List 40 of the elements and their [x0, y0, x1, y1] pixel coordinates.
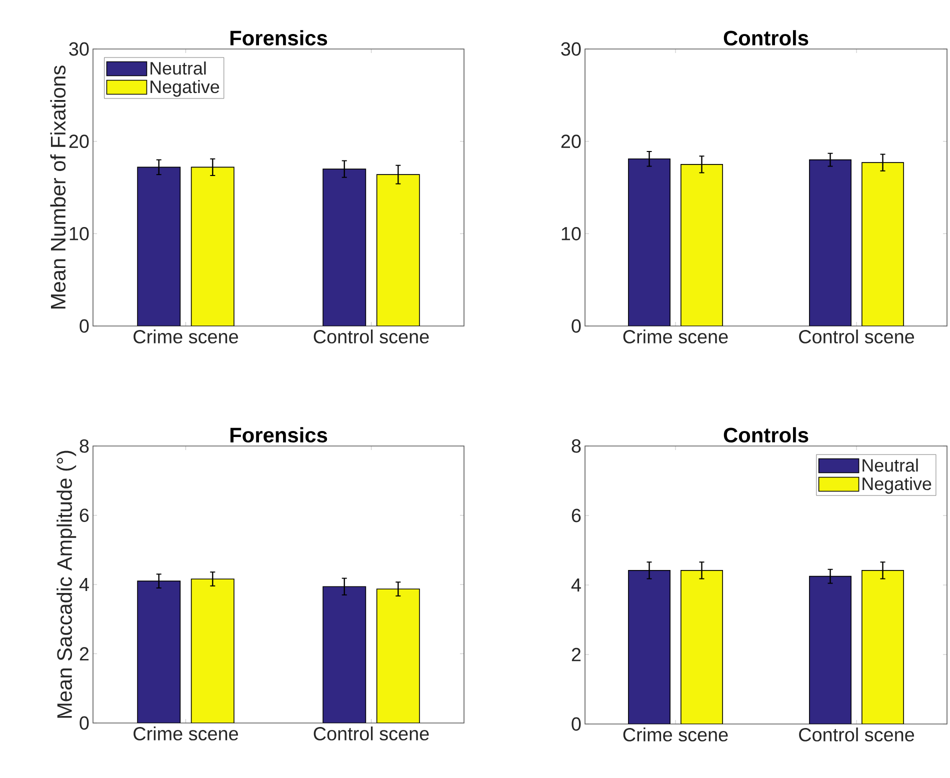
y-tick-label: 8 — [572, 439, 581, 453]
y-tick-label: 2 — [80, 647, 89, 660]
y-tick-label: 6 — [80, 508, 89, 522]
y-tick-label: 30 — [561, 42, 581, 56]
bar — [322, 586, 366, 724]
y-tick-label: 30 — [69, 42, 89, 56]
y-tick-label: 4 — [79, 578, 89, 592]
x-tick-label: Crime scene — [134, 330, 238, 344]
bar — [190, 578, 234, 724]
legend-label: Negative — [150, 80, 220, 97]
x-tick-label: Crime scene — [623, 728, 728, 742]
chart-title: Controls — [724, 427, 808, 443]
chart-title: Forensics — [230, 427, 328, 443]
chart-title: Forensics — [230, 30, 328, 46]
y-tick-label: 4 — [571, 578, 581, 592]
bar — [376, 588, 420, 724]
y-tick-label: 0 — [572, 717, 581, 731]
y-tick-label: 0 — [572, 319, 581, 333]
chart-title: Controls — [724, 30, 808, 46]
y-tick-label: 2 — [572, 648, 581, 662]
x-tick-label: Control scene — [799, 330, 914, 344]
x-tick-label: Crime scene — [623, 330, 728, 344]
legend-label: Neutral — [862, 458, 918, 472]
y-tick-label: 20 — [561, 134, 581, 148]
y-tick-label: 0 — [80, 716, 89, 730]
x-tick-label: Control scene — [314, 330, 429, 344]
y-axis-title: Mean Number of Fixations — [50, 66, 66, 308]
x-tick-label: Crime scene — [134, 726, 238, 740]
bar — [137, 580, 181, 724]
y-axis-title: Mean Saccadic Amplitude (°) — [56, 450, 76, 718]
x-tick-label: Control scene — [799, 728, 914, 742]
x-tick-label: Control scene — [314, 726, 429, 740]
y-tick-label: 10 — [562, 226, 581, 240]
y-tick-label: 10 — [70, 226, 89, 240]
legend-label: Negative — [862, 477, 932, 494]
y-tick-label: 6 — [572, 508, 581, 522]
legend-label: Neutral — [150, 62, 206, 75]
y-tick-label: 8 — [80, 439, 89, 453]
y-tick-label: 0 — [80, 319, 89, 333]
y-tick-label: 20 — [69, 134, 89, 148]
